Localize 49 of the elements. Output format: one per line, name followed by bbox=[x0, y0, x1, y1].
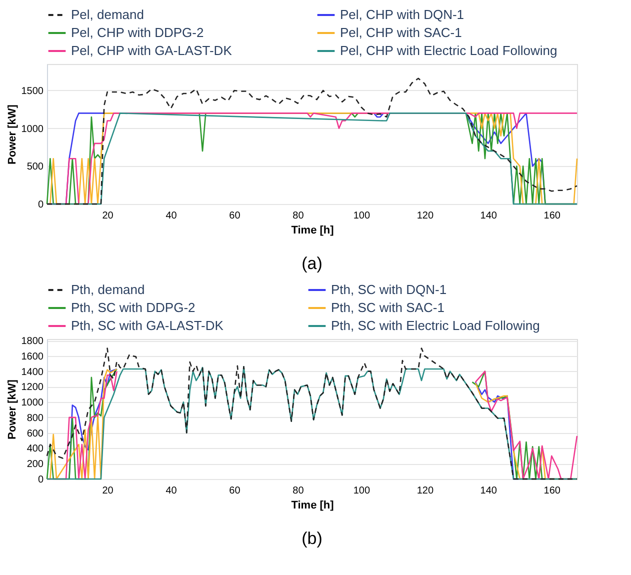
legend-label: Pel, CHP with GA-LAST-DK bbox=[71, 43, 232, 58]
legend-label: Pth, SC with GA-LAST-DK bbox=[71, 318, 224, 333]
x-tick-label: 160 bbox=[544, 210, 561, 222]
x-tick-label: 100 bbox=[353, 210, 370, 222]
x-tick-label: 140 bbox=[480, 486, 498, 496]
x-tick-label: 60 bbox=[229, 486, 241, 496]
y-tick-label: 1000 bbox=[21, 124, 44, 135]
x-tick-label: 140 bbox=[480, 210, 498, 222]
legend-label: Pel, CHP with DDPG-2 bbox=[71, 25, 204, 40]
legend-label: Pth, SC with SAC-1 bbox=[331, 300, 444, 315]
y-axis-title: Power [kW] bbox=[6, 379, 18, 440]
x-tick-label: 120 bbox=[416, 486, 434, 496]
legend-label: Pth, SC with DDPG-2 bbox=[71, 300, 196, 315]
x-axis-title: Time [h] bbox=[291, 224, 334, 236]
y-tick-label: 600 bbox=[26, 428, 44, 440]
x-tick-label: 20 bbox=[102, 486, 114, 496]
x-axis-title: Time [h] bbox=[291, 500, 334, 512]
x-tick-label: 160 bbox=[544, 486, 561, 496]
y-tick-label: 500 bbox=[26, 162, 44, 173]
x-tick-label: 120 bbox=[416, 210, 434, 222]
line-series bbox=[46, 78, 578, 205]
y-tick-label: 1400 bbox=[21, 366, 44, 378]
y-tick-label: 1200 bbox=[21, 382, 44, 394]
legend-label: Pel, CHP with Electric Load Following bbox=[340, 43, 558, 58]
y-tick-label: 0 bbox=[38, 474, 44, 486]
y-tick-label: 1000 bbox=[21, 398, 44, 409]
x-tick-label: 80 bbox=[292, 486, 304, 496]
x-tick-label: 100 bbox=[353, 486, 370, 496]
x-tick-label: 80 bbox=[292, 210, 304, 222]
y-axis-title: Power [kW] bbox=[6, 104, 18, 164]
y-tick-label: 400 bbox=[26, 444, 44, 455]
y-tick-label: 800 bbox=[26, 412, 44, 424]
legend-label: Pel, CHP with SAC-1 bbox=[340, 25, 462, 40]
y-tick-label: 200 bbox=[26, 459, 44, 470]
legend-label: Pth, SC with DQN-1 bbox=[331, 282, 447, 297]
x-tick-label: 20 bbox=[102, 210, 114, 222]
y-tick-label: 0 bbox=[38, 200, 44, 210]
text: (b) bbox=[302, 529, 322, 548]
legend-label: Pel, CHP with DQN-1 bbox=[340, 7, 464, 22]
x-tick-label: 40 bbox=[166, 486, 178, 496]
y-tick-label: 1500 bbox=[21, 86, 44, 97]
x-tick-label: 40 bbox=[166, 210, 178, 222]
legend-label: Pth, SC with Electric Load Following bbox=[331, 318, 540, 333]
y-tick-label: 1800 bbox=[21, 336, 44, 348]
x-tick-label: 60 bbox=[229, 210, 241, 222]
legend-label: Pth, demand bbox=[71, 282, 145, 297]
legend-label: Pel, demand bbox=[71, 7, 144, 22]
y-tick-label: 1600 bbox=[21, 351, 44, 362]
text: (a) bbox=[302, 254, 322, 273]
